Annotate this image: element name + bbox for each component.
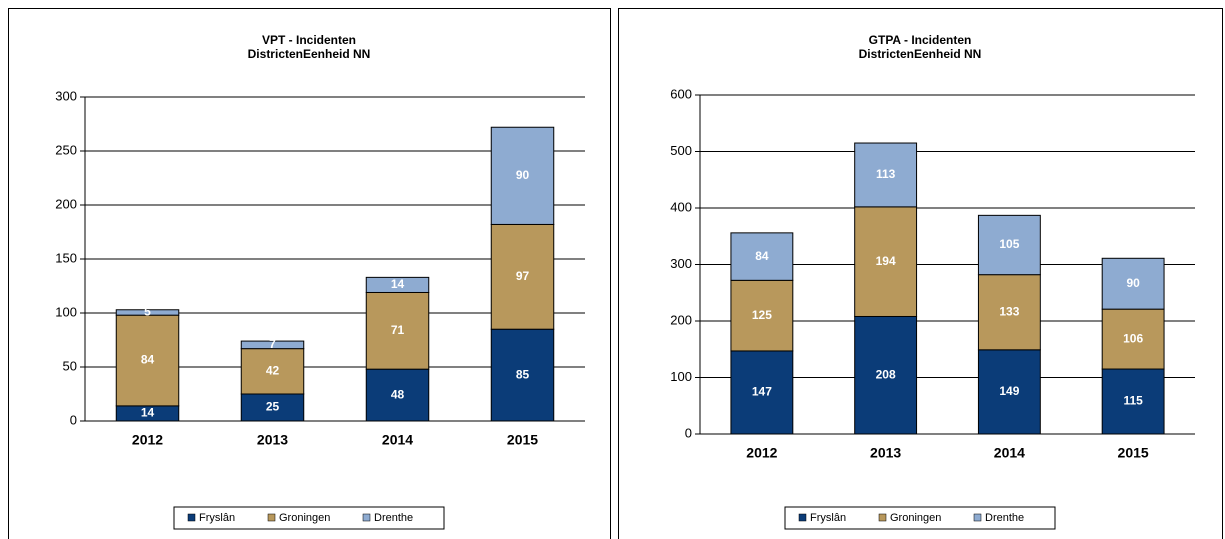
data-label: 149 [999, 384, 1019, 398]
data-label: 105 [999, 237, 1019, 251]
x-tick-label: 2013 [870, 445, 901, 461]
data-label: 71 [391, 323, 405, 337]
bar-segment [490, 223, 555, 330]
legend-swatch [973, 513, 982, 522]
bar-segment [730, 350, 794, 435]
legend-box [173, 506, 445, 530]
x-tick-label: 2014 [382, 432, 413, 448]
y-tick-label: 300 [670, 256, 692, 271]
data-label: 97 [516, 269, 530, 283]
data-label: 208 [876, 367, 896, 381]
chart-title: GTPA - Incidenten [869, 33, 972, 47]
legend-label: Groningen [890, 512, 941, 524]
legend-label: Fryslân [810, 512, 846, 524]
bar-segment [1101, 257, 1165, 310]
data-label: 48 [391, 387, 405, 401]
legend-label: Fryslân [199, 512, 235, 524]
legend-label: Drenthe [374, 512, 413, 524]
x-tick-label: 2015 [1118, 445, 1149, 461]
bar-segment [977, 214, 1041, 276]
x-tick-label: 2015 [507, 432, 538, 448]
legend-swatch [878, 513, 887, 522]
bar-segment [240, 348, 305, 395]
bar-segment [365, 368, 430, 422]
data-label: 113 [876, 167, 896, 181]
bar-segment [977, 274, 1041, 351]
bar-segment [365, 276, 430, 293]
y-tick-label: 0 [685, 425, 692, 440]
bar-segment [854, 142, 918, 208]
data-label: 25 [266, 400, 280, 414]
y-tick-label: 300 [55, 88, 77, 103]
data-label: 125 [752, 308, 772, 322]
bar-segment [240, 393, 305, 422]
x-tick-label: 2013 [257, 432, 288, 448]
legend-label: Groningen [279, 512, 330, 524]
data-label: 7 [269, 337, 276, 351]
y-tick-label: 400 [670, 199, 692, 214]
data-label: 147 [752, 385, 772, 399]
y-tick-label: 500 [670, 143, 692, 158]
legend-label: Drenthe [985, 512, 1024, 524]
y-tick-label: 250 [55, 142, 77, 157]
bar-segment [730, 279, 794, 352]
data-label: 42 [266, 363, 280, 377]
bar-segment [115, 314, 180, 407]
legend-swatch [362, 513, 371, 522]
legend-box [784, 506, 1056, 530]
y-tick-label: 0 [70, 412, 77, 427]
data-label: 106 [1123, 331, 1143, 345]
bar-segment [490, 126, 555, 225]
x-tick-label: 2012 [746, 445, 777, 461]
y-tick-label: 200 [55, 196, 77, 211]
bar-segment [977, 349, 1041, 435]
data-label: 5 [144, 305, 151, 319]
y-tick-label: 150 [55, 250, 77, 265]
legend-swatch [798, 513, 807, 522]
data-label: 90 [516, 168, 530, 182]
bar-segment [115, 309, 180, 316]
data-label: 84 [755, 249, 769, 263]
data-label: 90 [1126, 276, 1140, 290]
x-tick-label: 2012 [132, 432, 163, 448]
bar-segment [240, 340, 305, 350]
legend-swatch [267, 513, 276, 522]
legend-swatch [187, 513, 196, 522]
bar-segment [730, 232, 794, 281]
y-tick-label: 50 [63, 358, 77, 373]
bar-segment [854, 206, 918, 317]
chart-title: VPT - Incidenten [262, 33, 356, 47]
data-label: 85 [516, 367, 530, 381]
y-tick-label: 100 [55, 304, 77, 319]
y-tick-label: 600 [670, 86, 692, 101]
data-label: 14 [391, 277, 405, 291]
bar-segment [490, 328, 555, 422]
x-tick-label: 2014 [994, 445, 1025, 461]
y-tick-label: 100 [670, 369, 692, 384]
chart-subtitle: DistrictenEenheid NN [859, 47, 982, 61]
bar-segment [1101, 308, 1165, 370]
data-label: 14 [141, 406, 155, 420]
data-label: 84 [141, 353, 155, 367]
data-label: 115 [1123, 394, 1143, 408]
data-label: 194 [876, 254, 896, 268]
chart-subtitle: DistrictenEenheid NN [248, 47, 371, 61]
data-label: 133 [999, 304, 1019, 318]
y-tick-label: 200 [670, 312, 692, 327]
